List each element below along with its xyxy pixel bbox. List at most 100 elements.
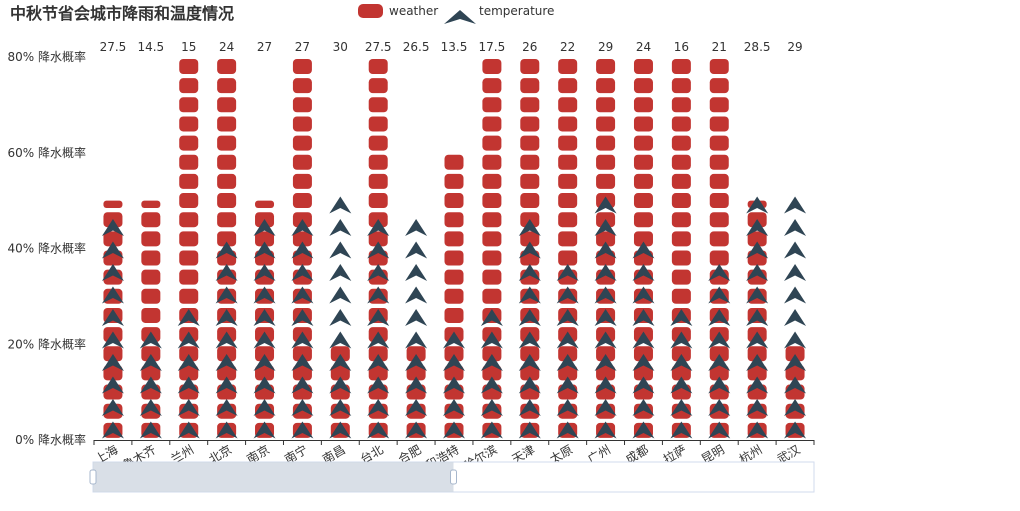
- weather-mark: [330, 346, 350, 362]
- temperature-bar: [443, 331, 465, 439]
- legend[interactable]: weather temperature: [358, 4, 554, 24]
- temperature-mark: [367, 241, 390, 259]
- weather-mark: [596, 59, 616, 74]
- temperature-mark: [291, 354, 314, 371]
- temperature-mark: [518, 421, 541, 439]
- temperature-mark: [215, 399, 238, 416]
- temperature-mark: [367, 219, 390, 236]
- temperature-mark: [746, 196, 769, 214]
- temperature-mark: [746, 219, 769, 236]
- legend-temperature-swatch[interactable]: [444, 10, 476, 24]
- temperature-bar: [708, 264, 731, 439]
- temperature-mark: [746, 309, 769, 326]
- data-zoom-handle-right[interactable]: [450, 469, 457, 485]
- legend-item-temperature[interactable]: temperature: [444, 4, 554, 24]
- data-label: 27: [295, 40, 310, 54]
- weather-mark: [596, 173, 616, 189]
- weather-mark: [482, 193, 502, 209]
- weather-mark: [292, 59, 312, 74]
- weather-mark: [444, 173, 464, 189]
- weather-mark: [444, 250, 464, 266]
- legend-weather-swatch[interactable]: [358, 4, 383, 18]
- temperature-mark: [405, 376, 428, 394]
- weather-mark: [558, 193, 578, 209]
- temperature-mark: [784, 264, 807, 281]
- temperature-mark: [518, 354, 541, 371]
- weather-mark: [179, 212, 199, 228]
- temperature-mark: [367, 421, 390, 439]
- temperature-mark: [632, 286, 655, 304]
- weather-mark: [671, 231, 691, 247]
- temperature-mark: [594, 286, 617, 304]
- weather-mark: [633, 135, 653, 151]
- temperature-mark: [443, 376, 465, 394]
- temperature-mark: [253, 376, 276, 394]
- temperature-mark: [784, 241, 807, 259]
- temperature-mark: [443, 421, 465, 439]
- weather-mark: [406, 365, 426, 381]
- temperature-mark: [632, 241, 655, 259]
- weather-mark: [179, 250, 199, 266]
- legend-temperature-label[interactable]: temperature: [479, 4, 554, 18]
- temperature-mark: [594, 241, 617, 259]
- temperature-mark: [101, 309, 124, 326]
- data-zoom-handle-left[interactable]: [89, 469, 97, 485]
- weather-mark: [444, 154, 464, 170]
- weather-mark: [558, 365, 578, 381]
- temperature-mark: [518, 241, 541, 259]
- data-label: 27.5: [100, 40, 127, 54]
- temperature-mark: [632, 331, 655, 349]
- temperature-mark: [443, 399, 465, 416]
- weather-mark: [558, 212, 578, 228]
- temperature-mark: [405, 354, 428, 371]
- temperature-mark: [708, 376, 731, 394]
- weather-mark: [482, 97, 502, 113]
- temperature-mark: [632, 376, 655, 394]
- weather-mark: [482, 212, 502, 228]
- weather-mark: [368, 59, 388, 74]
- weather-mark: [444, 212, 464, 228]
- temperature-mark: [708, 264, 731, 281]
- temperature-mark: [367, 286, 390, 304]
- y-tick-label: 0% 降水概率: [15, 432, 86, 447]
- temperature-mark: [518, 376, 541, 394]
- weather-mark: [141, 231, 161, 247]
- weather-mark: [709, 193, 729, 209]
- temperature-mark: [291, 331, 314, 349]
- weather-mark: [633, 173, 653, 189]
- temperature-bar: [101, 219, 124, 439]
- weather-mark: [292, 116, 312, 132]
- data-zoom-slider[interactable]: [89, 461, 815, 493]
- weather-mark: [633, 365, 653, 381]
- weather-mark: [520, 135, 540, 151]
- weather-mark: [406, 346, 426, 362]
- temperature-mark: [101, 241, 124, 259]
- temperature-mark: [291, 376, 314, 394]
- temperature-mark: [215, 421, 238, 439]
- temperature-mark: [405, 264, 428, 281]
- temperature-mark: [556, 309, 579, 326]
- temperature-mark: [594, 354, 617, 371]
- data-label: 15: [181, 40, 196, 54]
- weather-mark: [709, 250, 729, 266]
- temperature-mark: [632, 421, 655, 439]
- data-zoom-window[interactable]: [93, 462, 454, 492]
- weather-mark: [596, 231, 616, 247]
- weather-mark: [596, 135, 616, 151]
- weather-mark: [558, 59, 578, 74]
- weather-mark: [633, 116, 653, 132]
- weather-mark: [558, 173, 578, 189]
- temperature-mark: [784, 309, 807, 326]
- temperature-mark: [329, 376, 352, 394]
- temperature-mark: [291, 309, 314, 326]
- temperature-mark: [177, 376, 200, 394]
- temperature-mark: [405, 421, 428, 439]
- y-tick-label: 20% 降水概率: [8, 336, 87, 351]
- temperature-mark: [253, 264, 276, 281]
- legend-item-weather[interactable]: weather: [358, 4, 438, 18]
- temperature-mark: [480, 354, 503, 371]
- weather-mark: [709, 116, 729, 132]
- legend-weather-label[interactable]: weather: [389, 4, 438, 18]
- weather-mark: [785, 365, 805, 381]
- weather-mark: [292, 78, 312, 94]
